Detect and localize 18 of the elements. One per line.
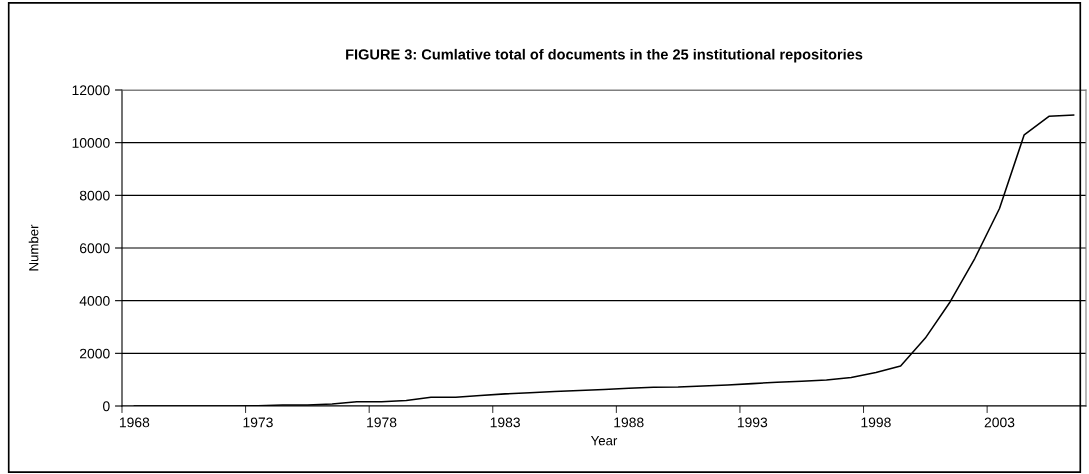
x-tick-label: 1998 <box>861 417 891 428</box>
x-tick-label: 2003 <box>984 417 1015 428</box>
x-tick-label: 1983 <box>490 417 520 428</box>
x-tick-label: 1988 <box>614 417 644 428</box>
y-tick-label: 6000 <box>80 243 110 254</box>
x-tick-label: 1978 <box>367 417 397 428</box>
y-tick-label: 0 <box>103 401 110 412</box>
y-tick-label: 2000 <box>80 348 110 359</box>
x-tick-label: 1968 <box>119 417 150 428</box>
y-tick-label: 4000 <box>79 296 110 306</box>
y-axis-title: Number <box>28 224 39 271</box>
x-tick-label: 1993 <box>737 417 768 428</box>
y-tick-label: 8000 <box>79 190 110 201</box>
y-tick-label: 12000 <box>72 85 110 96</box>
chart-title: FIGURE 3: Cumlative total of documents in the 25 institutional repositories <box>346 48 863 63</box>
y-tick-label: 10000 <box>72 138 110 148</box>
x-tick-label: 1973 <box>243 417 273 428</box>
x-axis-title: Year <box>590 436 618 446</box>
